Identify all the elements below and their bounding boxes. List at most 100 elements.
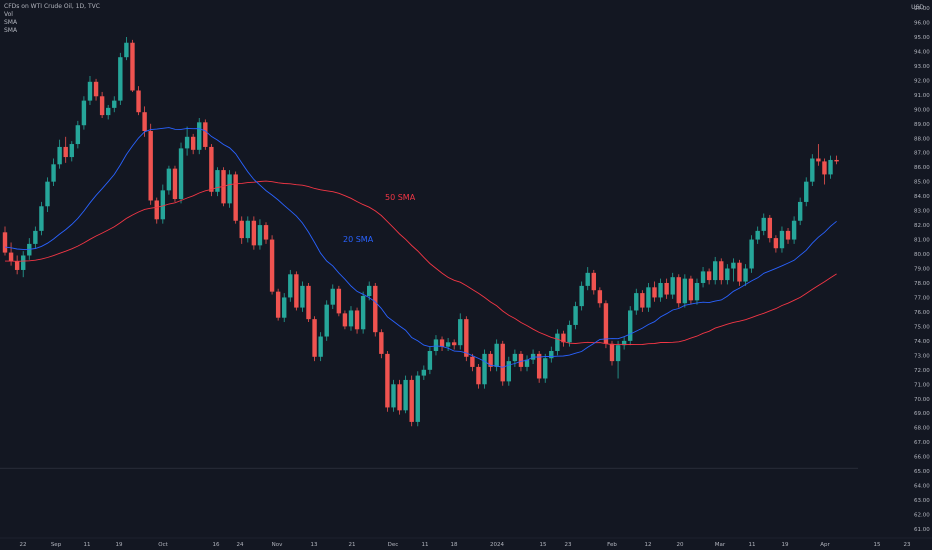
candle-body [719,261,724,281]
candle [306,282,311,323]
y-tick-label: 75.00 [914,324,930,330]
candle-body [712,261,718,281]
candle [148,123,153,205]
y-axis: 61.00 62.00 63.00 64.00 65.00 66.00 67.00 68.00… [914,6,930,533]
y-tick-label: 92.00 [914,78,930,84]
candle [300,281,305,312]
chart-legend: CFDs on WTI Crude Oil, 1D, TVC Vol SMA S… [4,3,100,35]
x-tick-label: 22 [20,542,27,548]
candle [743,264,748,286]
candle [409,375,414,427]
candle-body [603,303,609,344]
candle-body [391,384,396,408]
x-tick-label: 23 [904,542,911,548]
candle [14,255,20,275]
indicator-vol[interactable]: Vol [4,11,13,18]
candle [579,281,584,311]
candle-body [755,230,760,240]
candle-body [725,268,730,281]
candle-body [585,272,590,286]
candle-body [797,201,803,221]
candle [215,167,220,197]
y-tick-label: 72.00 [914,368,930,374]
candle [700,267,706,288]
candle [725,264,730,285]
candle-body [494,343,499,367]
candle-body [33,230,38,244]
candle-body [318,336,323,357]
candle-body [112,100,117,108]
candle-body [51,164,56,182]
candle-body [506,361,512,382]
candle [391,379,396,412]
candle-body [415,375,420,422]
candle-body [451,342,457,346]
candle [190,133,196,155]
y-tick-label: 77.00 [914,295,930,301]
candle [567,320,572,347]
candle [112,96,117,113]
y-tick-label: 67.00 [914,440,930,446]
candle-body [834,159,839,162]
sma-50-line [5,180,837,346]
indicator-sma-2[interactable]: SMA [4,27,18,34]
currency-label[interactable]: USD [911,4,924,11]
candle-body [743,268,748,282]
candle-body [822,161,827,175]
candle [506,356,512,386]
candle [433,335,439,356]
candle [797,197,803,226]
y-tick-label: 88.00 [914,136,930,142]
candle-body [354,310,360,330]
y-tick-label: 78.00 [914,281,930,287]
candle-body [93,81,99,97]
candle [761,213,766,236]
indicator-sma-1[interactable]: SMA [4,19,18,26]
candle-body [251,220,257,246]
candle [640,290,645,312]
candle-body [21,255,26,270]
x-tick-label: Nov [272,542,283,548]
candle-body [397,384,402,411]
candle-body [306,285,311,320]
candle [482,349,487,389]
candle-body [227,174,232,204]
candle [652,281,657,302]
candle-body [694,282,700,301]
candle [500,340,505,386]
y-tick-label: 89.00 [914,122,930,128]
candle-body [324,304,329,337]
candle-body [288,274,293,298]
candle [597,287,603,308]
candle-body [239,220,244,239]
symbol-title[interactable]: CFDs on WTI Crude Oil, 1D, TVC [4,3,100,10]
candle-body [14,261,20,270]
candle-body [245,220,250,239]
y-tick-label: 84.00 [914,194,930,200]
candle [330,284,335,310]
candle [154,197,159,224]
candle-body [63,146,68,158]
candle [257,219,263,250]
y-tick-label: 94.00 [914,49,930,55]
candle-body [804,181,809,202]
candle-body [160,190,166,220]
candle-body [367,285,372,296]
x-tick-label: Feb [607,542,617,548]
candle [767,214,773,243]
y-tick-label: 90.00 [914,107,930,113]
candle [288,269,293,302]
candle-body [118,57,123,101]
candle-body [342,313,348,327]
candle [427,346,433,375]
candle-body [579,285,584,307]
candle-body [706,271,712,281]
candle [615,340,621,379]
candle-body [512,353,518,362]
sma-lines [4,127,837,368]
y-tick-label: 97.00 [914,6,930,12]
candle [773,235,779,253]
candle [403,375,408,414]
candle [69,141,74,162]
